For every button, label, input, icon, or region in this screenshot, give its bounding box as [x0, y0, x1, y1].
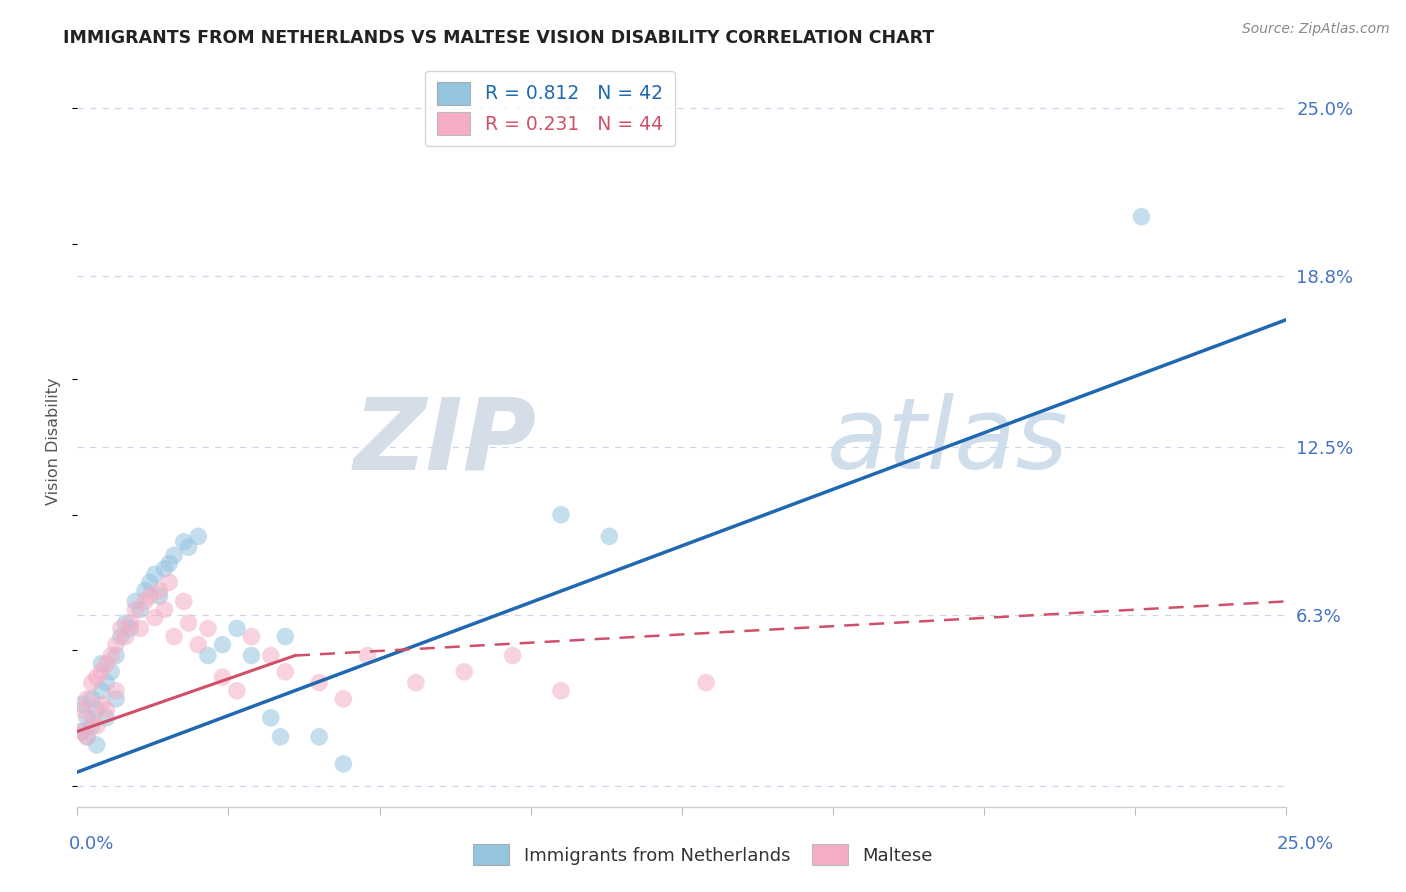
Point — [197, 622, 219, 636]
Point — [260, 648, 283, 663]
Point — [550, 683, 572, 698]
Point — [153, 562, 176, 576]
Point — [134, 583, 156, 598]
Point — [110, 622, 132, 636]
Point — [240, 648, 263, 663]
Point — [76, 711, 98, 725]
Point — [76, 730, 98, 744]
Point — [157, 575, 180, 590]
Text: 0.0%: 0.0% — [69, 835, 114, 853]
Point — [70, 724, 93, 739]
Point — [105, 692, 128, 706]
Point — [332, 756, 354, 771]
Point — [105, 648, 128, 663]
Text: Source: ZipAtlas.com: Source: ZipAtlas.com — [1241, 22, 1389, 37]
Text: ZIP: ZIP — [354, 393, 537, 490]
Point — [100, 665, 122, 679]
Point — [90, 698, 112, 712]
Point — [157, 557, 180, 571]
Point — [96, 657, 118, 671]
Point — [139, 575, 162, 590]
Point — [80, 692, 103, 706]
Point — [177, 615, 200, 630]
Point — [274, 630, 297, 644]
Point — [332, 692, 354, 706]
Legend: Immigrants from Netherlands, Maltese: Immigrants from Netherlands, Maltese — [465, 837, 941, 872]
Point — [173, 534, 195, 549]
Point — [274, 665, 297, 679]
Point — [148, 583, 170, 598]
Point — [114, 615, 136, 630]
Point — [114, 630, 136, 644]
Point — [153, 602, 176, 616]
Point — [240, 630, 263, 644]
Point — [86, 703, 108, 717]
Point — [90, 657, 112, 671]
Point — [80, 675, 103, 690]
Point — [148, 589, 170, 603]
Point — [177, 540, 200, 554]
Point — [226, 683, 249, 698]
Point — [211, 670, 233, 684]
Point — [105, 638, 128, 652]
Point — [86, 670, 108, 684]
Point — [356, 648, 378, 663]
Point — [76, 692, 98, 706]
Point — [124, 602, 146, 616]
Point — [598, 529, 620, 543]
Point — [120, 622, 142, 636]
Point — [139, 589, 162, 603]
Point — [695, 675, 717, 690]
Point — [134, 594, 156, 608]
Text: 25.0%: 25.0% — [1277, 835, 1333, 853]
Point — [453, 665, 475, 679]
Point — [187, 638, 209, 652]
Y-axis label: Vision Disability: Vision Disability — [46, 378, 62, 505]
Legend: R = 0.812   N = 42, R = 0.231   N = 44: R = 0.812 N = 42, R = 0.231 N = 44 — [425, 70, 675, 146]
Point — [76, 730, 98, 744]
Point — [90, 665, 112, 679]
Point — [124, 594, 146, 608]
Point — [110, 630, 132, 644]
Point — [143, 567, 166, 582]
Point — [105, 683, 128, 698]
Point — [129, 602, 152, 616]
Point — [80, 719, 103, 733]
Point — [96, 703, 118, 717]
Point — [100, 648, 122, 663]
Point — [308, 675, 330, 690]
Point — [187, 529, 209, 543]
Point — [70, 724, 93, 739]
Point — [211, 638, 233, 652]
Point — [502, 648, 524, 663]
Point — [70, 703, 93, 717]
Text: IMMIGRANTS FROM NETHERLANDS VS MALTESE VISION DISABILITY CORRELATION CHART: IMMIGRANTS FROM NETHERLANDS VS MALTESE V… — [63, 29, 935, 46]
Point — [96, 711, 118, 725]
Point — [269, 730, 291, 744]
Point — [1130, 210, 1153, 224]
Text: atlas: atlas — [827, 393, 1069, 490]
Point — [90, 683, 112, 698]
Point — [197, 648, 219, 663]
Point — [163, 630, 186, 644]
Point — [86, 738, 108, 752]
Point — [129, 622, 152, 636]
Point — [120, 615, 142, 630]
Point — [163, 549, 186, 563]
Point — [550, 508, 572, 522]
Point — [80, 711, 103, 725]
Point — [173, 594, 195, 608]
Point — [70, 698, 93, 712]
Point — [405, 675, 427, 690]
Point — [260, 711, 283, 725]
Point — [86, 719, 108, 733]
Point — [96, 675, 118, 690]
Point — [143, 610, 166, 624]
Point — [308, 730, 330, 744]
Point — [226, 622, 249, 636]
